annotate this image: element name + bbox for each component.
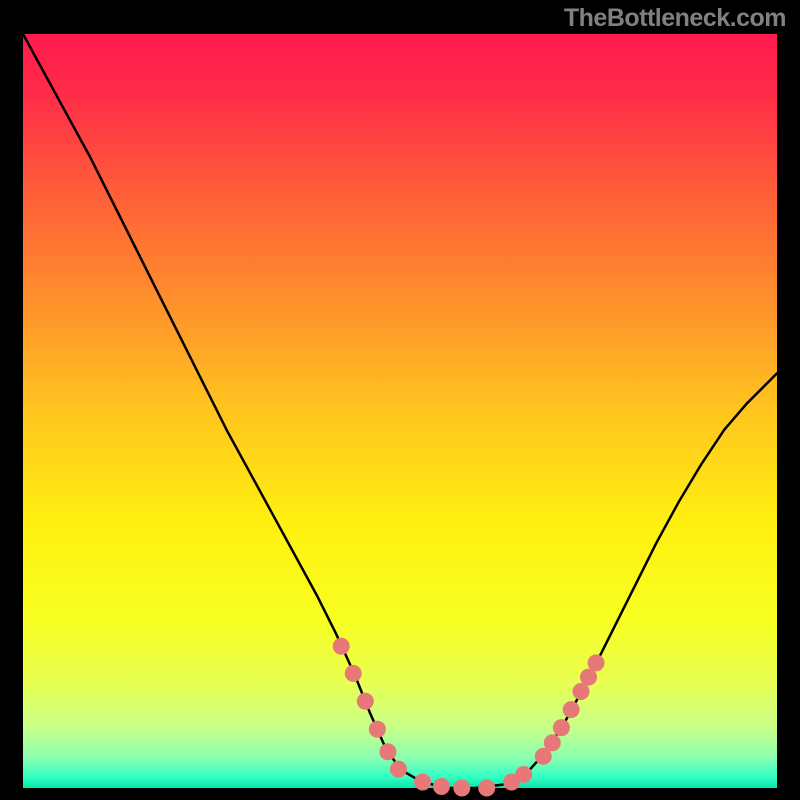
curve-marker <box>572 683 589 700</box>
curve-marker <box>390 761 407 778</box>
bottleneck-curve <box>23 34 777 788</box>
curve-marker <box>553 719 570 736</box>
curve-marker <box>588 654 605 671</box>
marker-group <box>333 638 605 797</box>
curve-marker <box>580 669 597 686</box>
curve-marker <box>478 780 495 797</box>
curve-marker <box>333 638 350 655</box>
curve-marker <box>433 778 450 795</box>
curve-marker <box>357 693 374 710</box>
chart-plot-area <box>23 34 777 788</box>
curve-marker <box>453 780 470 797</box>
curve-marker <box>563 701 580 718</box>
curve-marker <box>544 734 561 751</box>
curve-marker <box>515 766 532 783</box>
watermark-text: TheBottleneck.com <box>564 4 786 33</box>
curve-marker <box>414 773 431 790</box>
curve-marker <box>369 721 386 738</box>
curve-marker <box>379 743 396 760</box>
curve-marker <box>345 665 362 682</box>
chart-curve-layer <box>23 34 777 788</box>
